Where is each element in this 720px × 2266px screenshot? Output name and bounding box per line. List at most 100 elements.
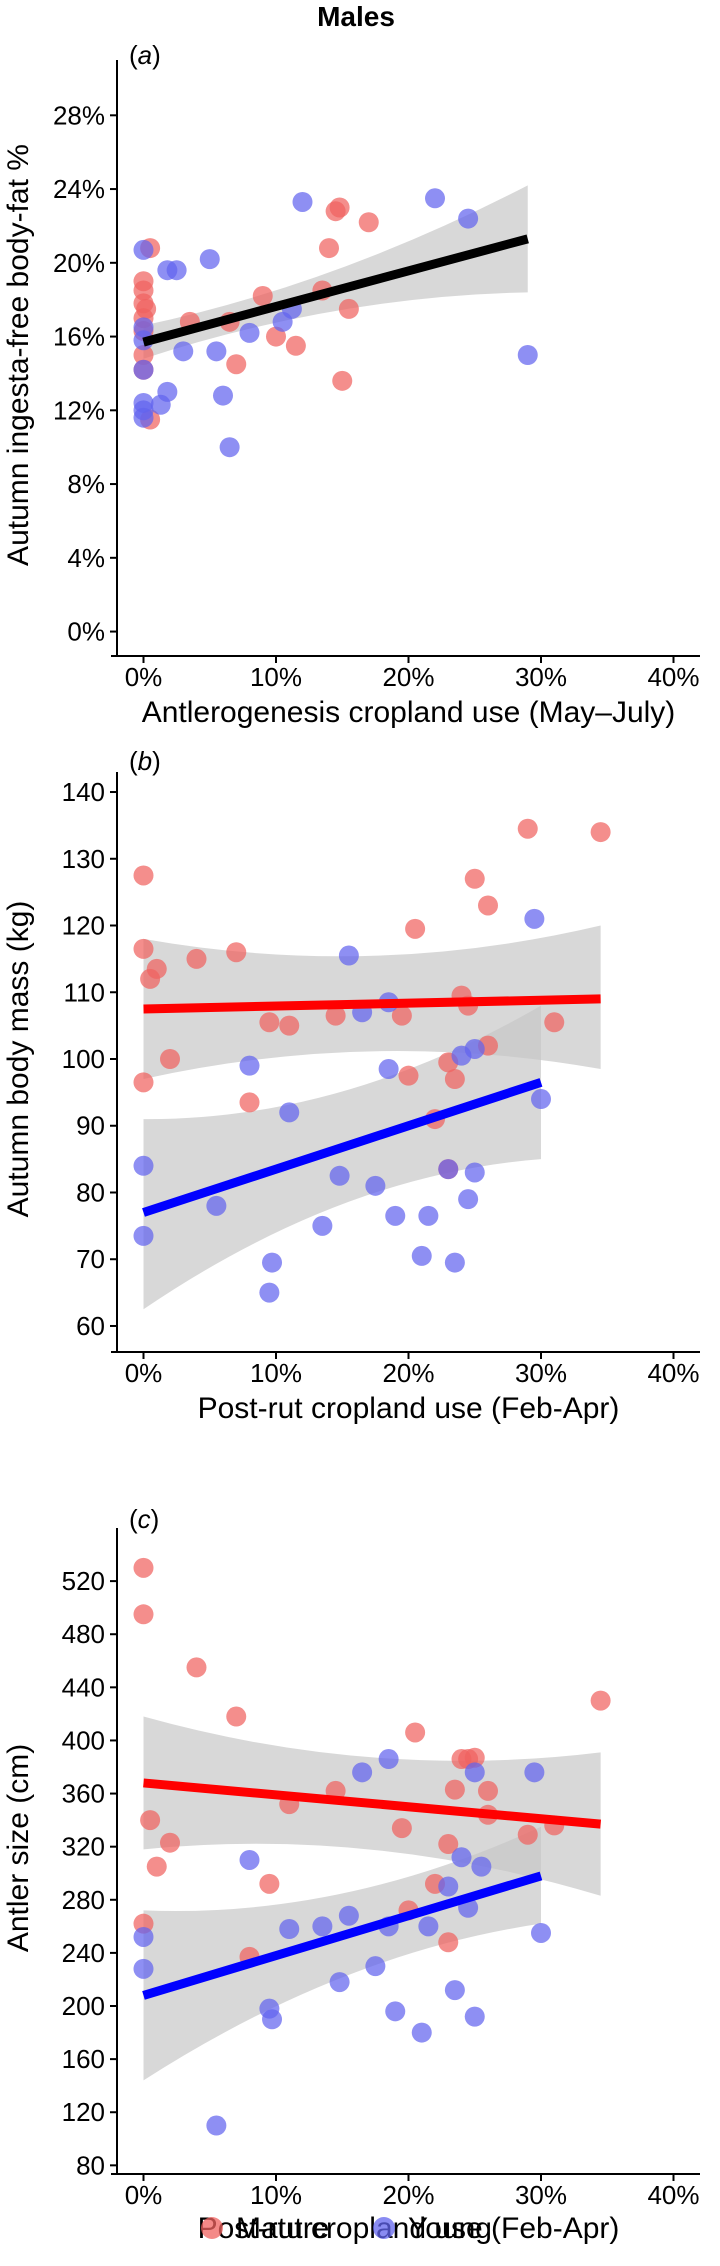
series-young [133, 188, 538, 458]
y-tick-label: 520 [62, 1566, 105, 1596]
data-point-mature [517, 1824, 538, 1845]
y-tick-label: 12% [53, 395, 105, 425]
data-point-young [166, 260, 187, 281]
x-tick-label: 10% [250, 1358, 302, 1388]
y-tick-label: 24% [53, 174, 105, 204]
data-point-mature [226, 354, 247, 375]
y-tick-label: 140 [62, 777, 105, 807]
y-tick-label: 320 [62, 1832, 105, 1862]
data-point-mature [391, 1818, 412, 1839]
data-point-mature [252, 286, 273, 306]
data-point-mature [391, 1005, 412, 1026]
data-point-young [262, 2009, 283, 2030]
data-point-young [451, 1847, 472, 1868]
data-point-young [338, 1905, 359, 1926]
data-point-young [279, 1918, 300, 1939]
data-point-mature [259, 1873, 280, 1894]
legend-swatch-mature [201, 2217, 223, 2239]
x-tick-label: 0% [125, 1358, 163, 1388]
data-point-mature [133, 345, 154, 365]
x-axis-title: Antlerogenesis cropland use (May–July) [142, 696, 676, 729]
y-tick-label: 120 [62, 2097, 105, 2127]
y-tick-label: 16% [53, 322, 105, 352]
series-young [133, 908, 551, 1303]
legend-label-mature: Mature [236, 2212, 329, 2245]
y-tick-label: 110 [64, 977, 105, 1007]
data-point-mature [226, 1706, 247, 1727]
data-point-young [157, 381, 178, 402]
data-point-mature [438, 1834, 459, 1855]
data-point-mature [338, 298, 359, 319]
x-tick-label: 20% [382, 1358, 434, 1388]
data-point-young [531, 1089, 551, 1110]
data-point-mature [186, 948, 207, 969]
data-point-young [378, 1749, 399, 1770]
data-point-mature [332, 370, 353, 391]
data-point-young [365, 1175, 386, 1196]
fit-line-mature [143, 994, 601, 1014]
data-point-young [385, 1205, 406, 1226]
data-point-young [458, 1189, 479, 1210]
data-point-mature [405, 918, 426, 939]
data-point-young [133, 1926, 154, 1947]
data-point-young [239, 1849, 260, 1870]
data-point-young [385, 2001, 406, 2022]
confidence-band-young [143, 1005, 541, 1310]
data-point-young [312, 1916, 333, 1937]
data-point-mature [133, 1604, 154, 1625]
data-point-young [411, 1245, 432, 1266]
data-point-young [133, 239, 154, 260]
y-tick-label: 160 [62, 2044, 105, 2074]
x-axis-title: Post-rut cropland use (Feb-Apr) [198, 1392, 620, 1425]
y-tick-label: 480 [62, 1619, 105, 1649]
y-tick-label: 90 [76, 1111, 105, 1141]
data-point-young [471, 1856, 492, 1877]
data-point-young [438, 1159, 459, 1180]
y-axis-title: Antler size (cm) [2, 1744, 35, 1952]
data-point-mature [226, 942, 247, 963]
data-point-young [279, 1102, 300, 1123]
y-tick-label: 400 [62, 1725, 105, 1755]
data-point-mature [544, 1012, 565, 1033]
data-point-mature [444, 1069, 465, 1090]
data-point-mature [133, 938, 154, 959]
data-point-mature [146, 1856, 167, 1877]
data-point-young [444, 1252, 465, 1273]
data-point-young [133, 359, 154, 380]
fit-line-overall [142, 234, 529, 347]
data-point-mature [478, 895, 498, 916]
data-point-young [464, 2006, 485, 2027]
data-point-mature [590, 1690, 611, 1711]
x-tick-label: 30% [515, 2180, 567, 2210]
y-tick-label: 70 [76, 1244, 105, 1274]
x-tick-label: 0% [125, 662, 163, 692]
x-tick-label: 10% [250, 662, 302, 692]
data-point-young [292, 191, 313, 212]
data-point-young [464, 1038, 485, 1059]
data-point-mature [259, 1012, 280, 1033]
panel-c: 80 120 160 200 240 280 320 360 400 440 480 520 0% 10%… [2, 1504, 700, 2245]
data-point-young [239, 1055, 260, 1076]
legend-swatch-young [373, 2217, 395, 2239]
y-tick-label: 20% [53, 248, 105, 278]
data-point-young [219, 437, 240, 458]
data-point-young [206, 2115, 227, 2136]
data-point-mature [464, 868, 485, 889]
data-point-young [425, 188, 445, 209]
data-point-mature [444, 1779, 465, 1800]
data-point-mature [133, 1072, 154, 1093]
figure-title: Males [317, 1, 395, 32]
data-point-young [531, 1922, 551, 1943]
y-tick-label: 100 [62, 1044, 105, 1074]
y-tick-label: 28% [53, 100, 105, 130]
panel-b: 60 70 80 90 100 110 120 130 140 0% 10% 20% 30% 40% Pos… [2, 746, 700, 1425]
data-point-mature [464, 1747, 485, 1768]
data-point-young [133, 1958, 154, 1979]
y-tick-label: 80 [76, 2150, 105, 2180]
y-tick-label: 280 [62, 1885, 105, 1915]
x-tick-label: 10% [250, 2180, 302, 2210]
data-point-young [259, 1282, 280, 1303]
data-point-mature [478, 1780, 498, 1801]
x-tick-label: 0% [125, 2180, 163, 2210]
data-point-mature [140, 1810, 161, 1831]
